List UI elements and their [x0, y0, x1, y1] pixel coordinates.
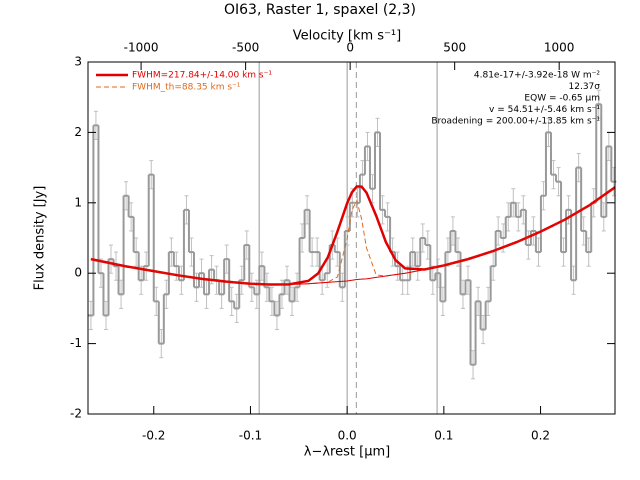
x2-tick-label: 1000 [544, 41, 575, 55]
x-tick-label: 0.2 [531, 429, 550, 443]
y-tick-label: 2 [74, 125, 82, 139]
x-tick-label: 0.0 [338, 429, 357, 443]
y-axis-label: Flux density [Jy] [33, 186, 48, 291]
x2-tick-label: 0 [346, 41, 354, 55]
y-tick-label: 3 [74, 55, 82, 69]
axes-frame [87, 61, 616, 415]
model-line [90, 186, 616, 285]
plot-area [88, 62, 617, 414]
annotation: v = 54.51+/-5.46 km s⁻¹ [489, 105, 600, 115]
x-tick-label: -0.2 [142, 429, 165, 443]
legend-label: FWHM=217.84+/-14.00 km s⁻¹ [132, 71, 272, 81]
annotation: Broadening = 200.00+/-13.85 km s⁻¹ [431, 117, 600, 127]
x-tick-label: -0.1 [239, 429, 262, 443]
y-tick-label: 0 [74, 266, 82, 280]
y-tick-label: -1 [70, 336, 82, 350]
y-tick-label: 1 [74, 195, 82, 209]
legend-label: FWHM_th=88.35 km s⁻¹ [132, 83, 241, 93]
histogram-connector [92, 104, 613, 365]
chart-title: OI63, Raster 1, spaxel (2,3) [224, 2, 416, 18]
x2-tick-label: -500 [232, 41, 259, 55]
y-tick-label: -2 [70, 407, 82, 421]
x-axis-label: λ−λrest [μm] [304, 445, 390, 460]
x2-tick-label: -1000 [124, 41, 159, 55]
annotation: 4.81e-17+/-3.92e-18 W m⁻² [474, 71, 601, 81]
x-tick-label: 0.1 [434, 429, 453, 443]
annotation: 12.37σ [569, 82, 601, 92]
annotation: EQW = -0.65 μm [524, 94, 600, 104]
x2-tick-label: 500 [443, 41, 466, 55]
top-axis-label: Velocity [km s⁻¹] [293, 29, 401, 44]
